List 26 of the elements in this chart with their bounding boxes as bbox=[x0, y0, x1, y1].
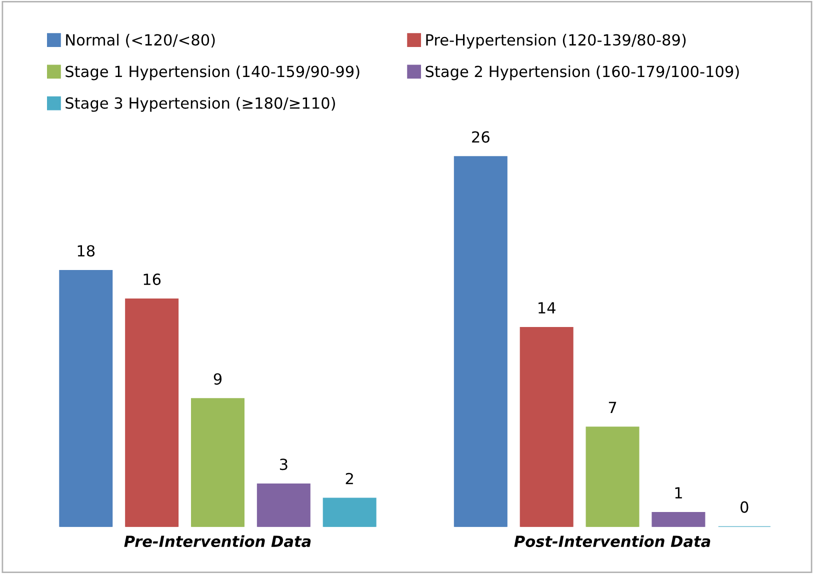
x-tick-label: Post-Intervention Data bbox=[514, 535, 710, 548]
data-label: 18 bbox=[78, 245, 95, 257]
bar bbox=[256, 484, 310, 527]
legend-label: Stage 1 Hypertension (140-159/90-99) bbox=[66, 65, 360, 80]
data-label: 0 bbox=[740, 501, 748, 513]
legend-label: Stage 3 Hypertension (≥180/≥110) bbox=[66, 97, 335, 112]
data-label: 9 bbox=[214, 373, 222, 385]
bar bbox=[322, 498, 376, 527]
legend-label: Pre-Hypertension (120-139/80-89) bbox=[426, 34, 686, 49]
bar bbox=[454, 156, 508, 527]
bar bbox=[586, 426, 640, 527]
bar bbox=[59, 270, 113, 527]
legend-label: Normal (<120/<80) bbox=[66, 34, 215, 48]
x-tick-label: Pre-Intervention Data bbox=[124, 535, 311, 548]
data-label: 14 bbox=[538, 302, 556, 314]
data-label: 7 bbox=[608, 402, 616, 413]
data-label: 2 bbox=[346, 472, 353, 484]
data-label: 26 bbox=[472, 131, 490, 143]
data-label: 3 bbox=[280, 458, 288, 470]
legend-label: Stage 2 Hypertension (160-179/100-109) bbox=[426, 65, 739, 80]
bar bbox=[190, 398, 244, 527]
bar bbox=[125, 298, 179, 527]
data-label: 1 bbox=[675, 487, 682, 498]
bar bbox=[520, 326, 574, 527]
bar bbox=[652, 512, 706, 527]
data-label: 16 bbox=[144, 274, 161, 286]
